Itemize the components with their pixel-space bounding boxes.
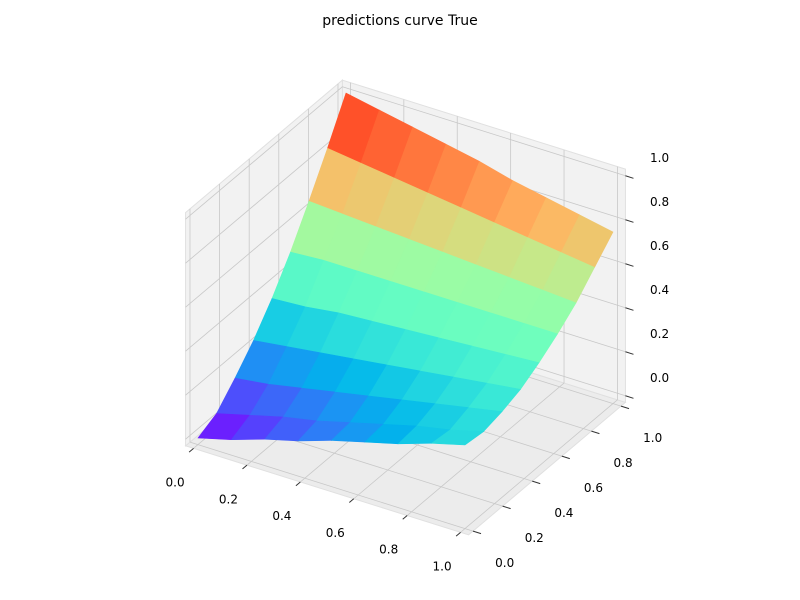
grid-line: [460, 399, 618, 533]
z-tick-label: 0.6: [650, 239, 669, 253]
tick-mark: [561, 455, 570, 460]
z-tick-label: 0.2: [650, 327, 669, 341]
y-tick-label: 1.0: [643, 431, 662, 445]
y-tick-label: 0.2: [525, 531, 544, 545]
z-tick-label: 0.4: [650, 283, 669, 297]
tick-mark: [625, 307, 634, 311]
tick-mark: [472, 530, 482, 535]
chart-title: predictions curve True: [322, 13, 477, 29]
tick-mark: [625, 263, 634, 267]
tick-mark: [348, 498, 355, 503]
grid-line: [185, 130, 343, 264]
grid-line: [406, 382, 565, 516]
tick-mark: [532, 480, 541, 485]
grid-line: [189, 441, 474, 532]
y-tick-label: 0.8: [614, 456, 633, 470]
tick-mark: [625, 175, 634, 179]
z-tick-label: 0.0: [650, 371, 669, 385]
x-tick-label: 0.2: [219, 492, 238, 506]
tick-mark: [625, 219, 634, 223]
x-tick-label: 0.4: [272, 509, 291, 523]
tick-mark: [188, 447, 194, 453]
y-tick-label: 0.6: [584, 481, 603, 495]
tick-mark: [502, 505, 511, 510]
tick-mark: [625, 351, 634, 355]
y-tick-label: 0.4: [554, 506, 573, 520]
z-tick-label: 1.0: [650, 151, 669, 165]
x-tick-label: 0.0: [166, 476, 185, 490]
x-tick-label: 1.0: [433, 560, 452, 574]
tick-mark: [625, 395, 634, 399]
tick-mark: [242, 464, 248, 470]
tick-mark: [295, 481, 301, 487]
grid-line: [185, 86, 343, 220]
x-tick-label: 0.8: [379, 543, 398, 557]
tick-mark: [402, 515, 408, 520]
tick-mark: [591, 430, 600, 435]
surface-face: [430, 429, 485, 446]
tick-mark: [620, 405, 630, 410]
z-tick-label: 0.8: [650, 195, 669, 209]
grid-line: [342, 86, 626, 177]
tick-mark: [455, 531, 461, 537]
x-tick-label: 0.6: [326, 526, 345, 540]
y-tick-label: 0.0: [495, 556, 514, 570]
